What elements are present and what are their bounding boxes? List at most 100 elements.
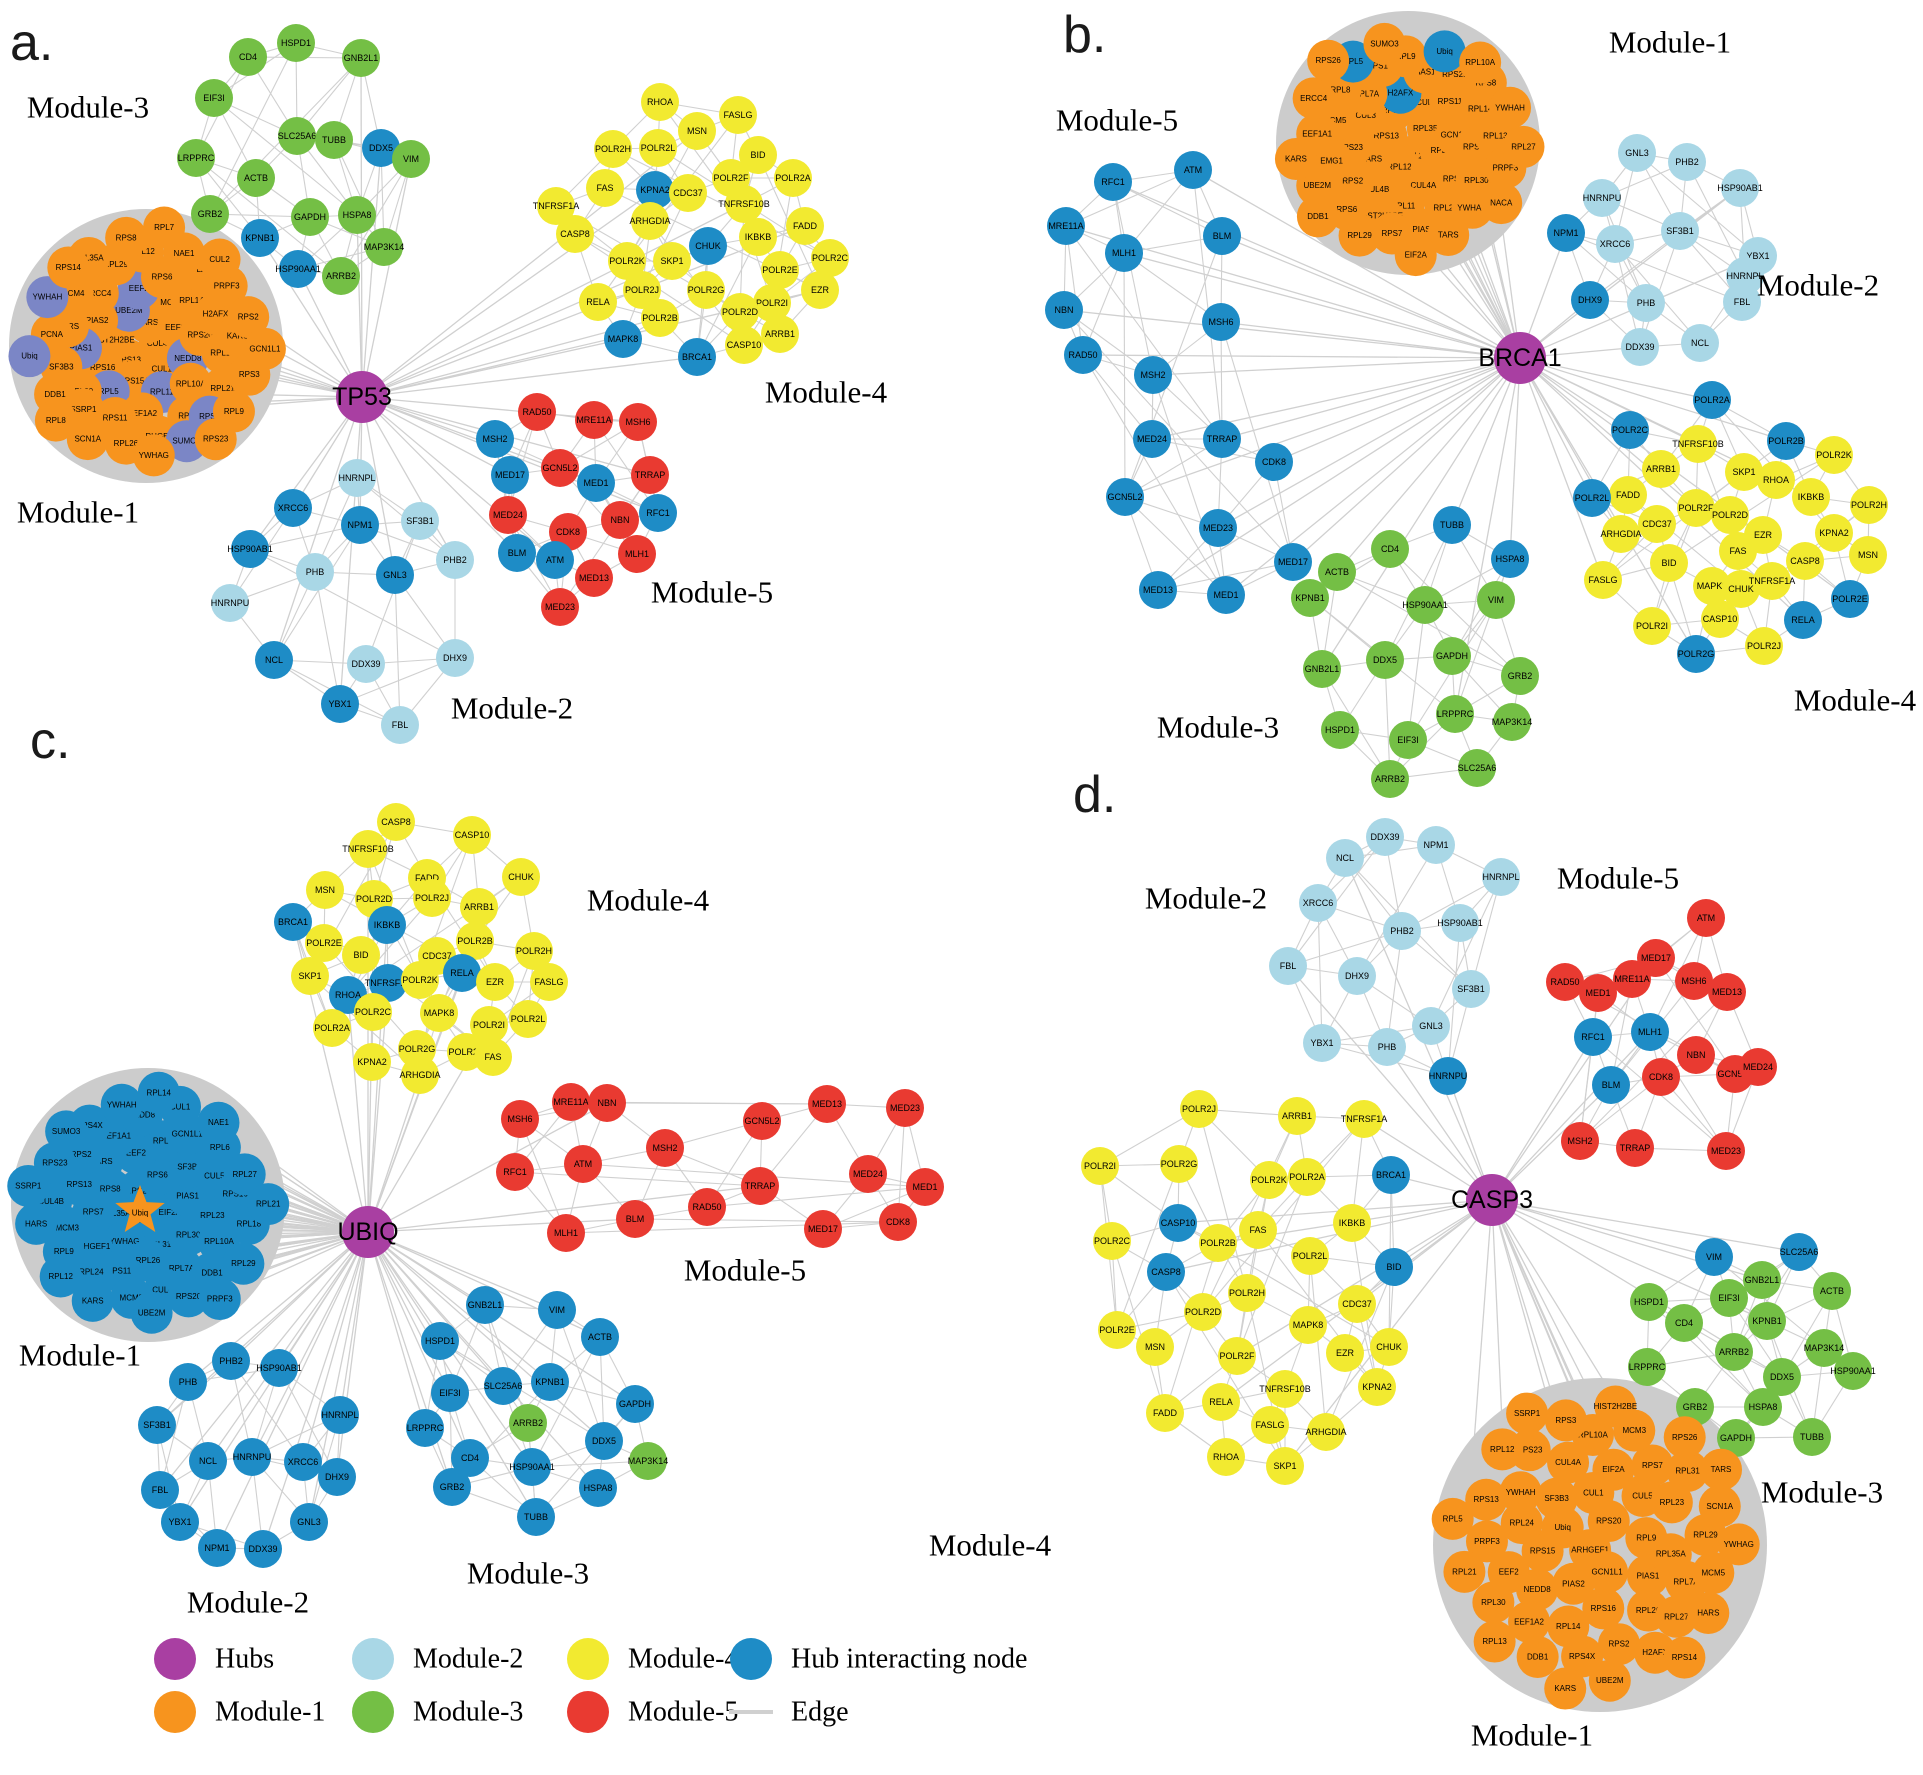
hub-edge [249, 396, 363, 550]
node-RELA [1202, 1383, 1240, 1421]
node-label-EEF2: EEF2 [129, 284, 150, 293]
node-BLM [498, 534, 536, 572]
node-label-DDX39: DDX39 [351, 659, 380, 669]
node-GNL3 [376, 556, 414, 594]
edge [1198, 1108, 1248, 1294]
hub-edge [361, 130, 698, 398]
node-label-RPL14: RPL14 [147, 1088, 172, 1097]
node-label-MSH2: MSH2 [1140, 370, 1165, 380]
hub-edge [361, 245, 709, 398]
node-label-PIAS1: PIAS1 [70, 344, 93, 353]
node-POLR2J [1745, 627, 1783, 665]
node-label-FBL: FBL [1280, 961, 1297, 971]
node-label-EEF2: EEF2 [1499, 1568, 1520, 1577]
node-label-RELA: RELA [586, 297, 610, 307]
node-YWHAH [1499, 1471, 1542, 1514]
node-NBN [588, 1084, 626, 1122]
node-PHB [1368, 1028, 1406, 1066]
hub-edge [1386, 1046, 1493, 1201]
node-RPL14 [137, 1071, 180, 1114]
node-VIM [538, 1291, 576, 1329]
node-label-CDK8: CDK8 [556, 527, 580, 537]
node-label-RPS6: RPS6 [147, 1170, 168, 1179]
edge [1386, 930, 1403, 1048]
node-label-ARHGDIA: ARHGDIA [1600, 529, 1641, 539]
node-label-TUBB: TUBB [524, 1512, 548, 1522]
node-HSP90AA1 [1834, 1352, 1872, 1390]
node-label-FAS: FAS [1729, 546, 1746, 556]
node-label-MLH1: MLH1 [1112, 248, 1136, 258]
node-TRRAP [1203, 420, 1241, 458]
legend-swatch-hub [154, 1638, 196, 1680]
edge [1649, 1031, 1727, 1152]
node-FBL [1723, 283, 1761, 321]
node-label-POLR2A: POLR2A [314, 1023, 350, 1033]
node-label-UBE2M: UBE2M [115, 306, 143, 315]
node-HNRNPU [1429, 1057, 1467, 1095]
node-label-SF3B1: SF3B1 [406, 516, 434, 526]
node-label-TNFRSF10B: TNFRSF10B [342, 844, 394, 854]
node-label-MED13: MED13 [1712, 987, 1742, 997]
node-DHX9 [318, 1458, 356, 1496]
edge [1123, 252, 1222, 323]
module-label-b-Module-3: Module-3 [1157, 710, 1279, 745]
node-RPL12 [1481, 1428, 1524, 1471]
node-label-CDC37: CDC37 [673, 188, 703, 198]
hub-edge [367, 1231, 558, 1311]
node-MSH6 [1202, 303, 1240, 341]
node-MED17 [804, 1210, 842, 1248]
legend-swatch-module4 [567, 1638, 609, 1680]
hub-edge [367, 1074, 421, 1233]
node-POLR2C [811, 239, 849, 277]
edge [195, 157, 342, 277]
node-label-RPL24: RPL24 [79, 1268, 104, 1277]
node-NBN [1045, 291, 1083, 329]
node-POLR2E [305, 924, 343, 962]
node-label-CUL5: CUL5 [1632, 1492, 1653, 1501]
hub-edge [361, 338, 624, 398]
node-label-CUL1: CUL1 [1583, 1488, 1604, 1497]
hub-edge [1063, 309, 1521, 359]
node-POLR2H [1850, 486, 1888, 524]
module-label-a-Module-1: Module-1 [17, 495, 139, 530]
node-ACTB [1813, 1272, 1851, 1310]
node-NCL [189, 1442, 227, 1480]
node-label-POLR2F: POLR2F [1678, 503, 1714, 513]
node-label-RPS20: RPS20 [187, 330, 213, 339]
node-label-RPL29: RPL29 [231, 1259, 256, 1268]
node-label-HNRNPL: HNRNPL [1482, 872, 1519, 882]
hub-edge [1082, 354, 1521, 359]
node-label-GCN5L2: GCN5L2 [1107, 492, 1142, 502]
node-HSP90AB1 [1721, 169, 1759, 207]
legend-label: Hubs [215, 1644, 274, 1675]
node-NAE1 [197, 1101, 240, 1144]
hub-label-BRCA1: BRCA1 [1478, 344, 1561, 372]
node-label-POLR2D: POLR2D [356, 894, 393, 904]
node-label-POLR2E: POLR2E [1832, 594, 1868, 604]
node-HNRNPL [338, 459, 376, 497]
node-POLR2G [687, 271, 725, 309]
node-label-MRE11A: MRE11A [576, 415, 611, 425]
node-IKBKB [1333, 1204, 1371, 1242]
panel-c: CASP8 CASP10 TNFRSF10B MSN FADD POLR2J CHUK POL… [7, 712, 944, 1620]
node-GNB2L1 [1303, 650, 1341, 688]
node-label-EEF2: EEF2 [126, 1149, 147, 1158]
node-ARRB2 [509, 1404, 547, 1442]
node-label-GNL3: GNL3 [383, 570, 407, 580]
node-MSN [678, 112, 716, 150]
node-label-RPL9: RPL9 [1396, 52, 1417, 61]
node-label-RPS29: RPS29 [1442, 70, 1468, 79]
node-label-SKP1: SKP1 [1273, 1461, 1296, 1471]
node-POLR2E [1831, 580, 1869, 618]
node-label-DDB1: DDB1 [1307, 212, 1329, 221]
node-GCN1L1 [1586, 1551, 1629, 1594]
hub-edge [1112, 181, 1521, 359]
node-MAPK8 [1693, 567, 1731, 605]
hub-edge [367, 1231, 453, 1488]
module-label-c-Module-2: Module-2 [187, 1585, 309, 1620]
node-label-RPS11: RPS11 [1438, 97, 1463, 106]
node-BID [739, 136, 777, 174]
node-label-XRCC6: XRCC6 [288, 1457, 319, 1467]
node-label-MSN: MSN [1858, 550, 1878, 560]
node-label-EIF3I: EIF3I [439, 1388, 461, 1398]
